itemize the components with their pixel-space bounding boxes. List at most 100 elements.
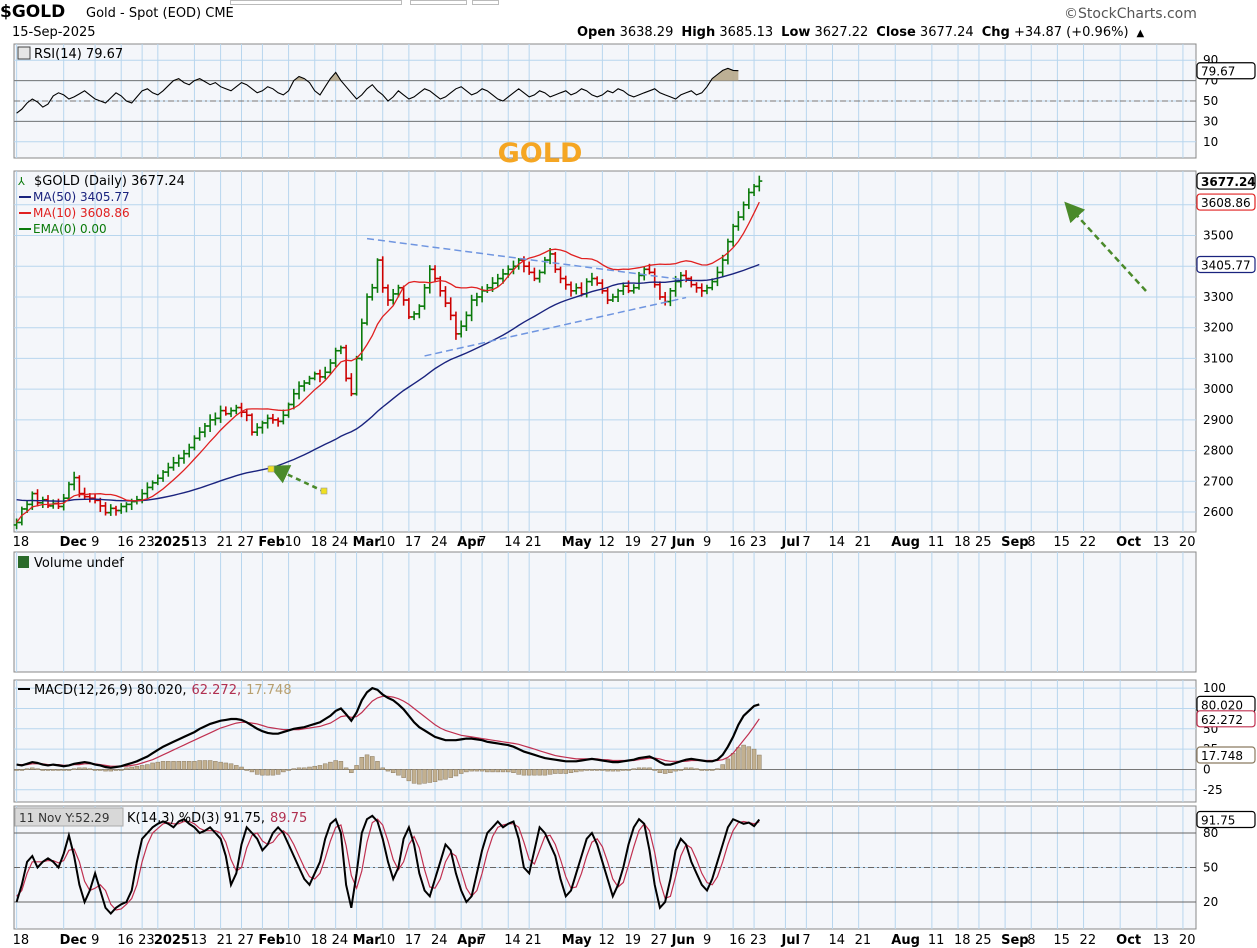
macd-histogram-bar (223, 762, 229, 770)
macd-histogram-bar (296, 767, 302, 770)
macd-histogram-bar (14, 769, 19, 771)
price-tick-label: 2800 (1203, 444, 1234, 458)
x-axis-tick-label: 18 (13, 933, 30, 948)
macd-histogram-bar (244, 769, 249, 771)
stoch-tick-label: 20 (1203, 895, 1218, 909)
macd-histogram-bar (228, 763, 234, 770)
macd-histogram-bar (207, 760, 213, 770)
x-axis-tick-label: 21 (525, 535, 542, 550)
x-axis-tick-label: Jun (671, 933, 695, 948)
macd-histogram-bar (380, 767, 385, 770)
macd-histogram-bar (139, 765, 145, 770)
macd-histogram-bar (302, 767, 307, 770)
macd-histogram-bar (181, 761, 187, 770)
chevron-up-icon[interactable]: ▲ (1136, 28, 1145, 39)
macd-line (16, 686, 760, 769)
x-axis-tick-label: 25 (975, 535, 992, 550)
macd-series-label: 17.748 (246, 683, 292, 698)
macd-value-tag: 62.272 (1196, 710, 1256, 728)
macd-histogram-bar (129, 766, 134, 770)
macd-histogram-bar (265, 769, 270, 776)
price-ma-tag-box (1196, 255, 1256, 274)
x-axis-tick-label: 13 (1153, 535, 1170, 550)
x-axis-tick-label: 24 (332, 933, 349, 948)
stoch-tick-label: 50 (1203, 861, 1218, 875)
brand-label[interactable]: ©StockCharts.com (1064, 6, 1197, 22)
macd-histogram-bar (286, 769, 291, 771)
rsi-last-tag: 79.67 (1196, 62, 1256, 80)
macd-histogram-bar (443, 769, 448, 780)
x-axis-tick-label: 22 (1080, 933, 1097, 948)
x-axis-tick-label: 14 (504, 535, 521, 550)
x-axis-tick-label: 13 (190, 933, 207, 948)
stoch-series-label: 89.75 (270, 811, 307, 826)
open-label: Open (577, 25, 616, 40)
x-axis-tick-label: 13 (190, 535, 207, 550)
macd-histogram-bar (176, 761, 181, 770)
x-axis-tick-label: 8 (1027, 933, 1035, 948)
x-axis-tick-label: 2025 (154, 535, 190, 550)
macd-histogram-bar (186, 761, 192, 770)
chg-label: Chg (981, 25, 1010, 40)
x-axis-tick-label: 24 (332, 535, 349, 550)
x-axis-tick-label: 27 (651, 933, 668, 948)
macd-value-tag: 17.748 (1196, 746, 1256, 764)
hover-tooltip-box (14, 807, 124, 827)
x-axis-tick-label: 16 (729, 535, 746, 550)
macd-histogram-bar (108, 769, 114, 772)
x-axis-tick-label: 21 (525, 933, 542, 948)
macd-histogram-bar (741, 744, 746, 770)
macd-histogram-bar (197, 760, 202, 770)
x-axis-tick-label: Aug (891, 535, 920, 550)
close-label: Close (876, 25, 916, 40)
macd-histogram-bar (448, 769, 453, 778)
macd-histogram-bar (307, 766, 312, 770)
macd-value-tag-box (1196, 710, 1256, 728)
macd-histogram-bar (317, 765, 323, 770)
macd-histogram-bar (615, 769, 621, 772)
macd-histogram-bar (364, 754, 370, 770)
x-axis-tick-label: 18 (954, 933, 971, 948)
x-axis-tick-label: 13 (1153, 933, 1170, 948)
x-axis-tick-label: 16 (729, 933, 746, 948)
x-axis-tick-label: Mar (353, 535, 382, 550)
macd-histogram-bar (516, 769, 521, 775)
x-axis-tick-label: 12 (598, 535, 615, 550)
macd-histogram-bar (751, 748, 757, 770)
macd-histogram-bar (249, 769, 255, 773)
price-tick-label: 3300 (1203, 290, 1234, 304)
x-axis-tick-label: May (562, 933, 592, 948)
macd-histogram-bar (124, 767, 129, 770)
macd-histogram-bar (103, 769, 108, 772)
x-axis-tick-label: 21 (855, 933, 872, 948)
macd-histogram-bar (553, 769, 558, 774)
macd-histogram-bar (390, 769, 396, 773)
volume-label: Volume undef (34, 556, 124, 571)
symbol-title: $GOLD (0, 2, 66, 22)
x-axis-tick-label: Jul (780, 535, 800, 550)
macd-histogram-bar (600, 769, 605, 771)
stoch-series-label: K(14,3) %D(3) 91.75, (127, 811, 265, 826)
macd-histogram-bar (202, 760, 208, 770)
macd-histogram-bar (495, 769, 501, 773)
macd-histogram-bar (213, 761, 218, 770)
x-axis-tick-label: 23 (750, 535, 767, 550)
x-axis-tick-label: 16 (117, 933, 134, 948)
price-candle (756, 175, 763, 192)
macd-histogram-bar (171, 761, 176, 770)
x-axis-tick-label: 10 (379, 933, 396, 948)
macd-panel (13, 679, 1197, 803)
volume-panel (13, 551, 1197, 673)
macd-series-label: MACD(12,26,9) 80.020, (34, 683, 186, 698)
rsi-tick-label: 50 (1203, 94, 1218, 108)
ma10-line (16, 201, 760, 523)
x-axis-tick-label: 14 (829, 933, 846, 948)
volume-panel-icon (18, 556, 29, 568)
macd-histogram-bar (98, 769, 103, 771)
price-ma-tag-text: 3405.77 (1201, 258, 1251, 272)
macd-histogram-bar (192, 761, 197, 770)
macd-histogram-bar (673, 769, 678, 772)
macd-histogram-bar (354, 765, 359, 770)
macd-histogram-bar (291, 768, 297, 770)
